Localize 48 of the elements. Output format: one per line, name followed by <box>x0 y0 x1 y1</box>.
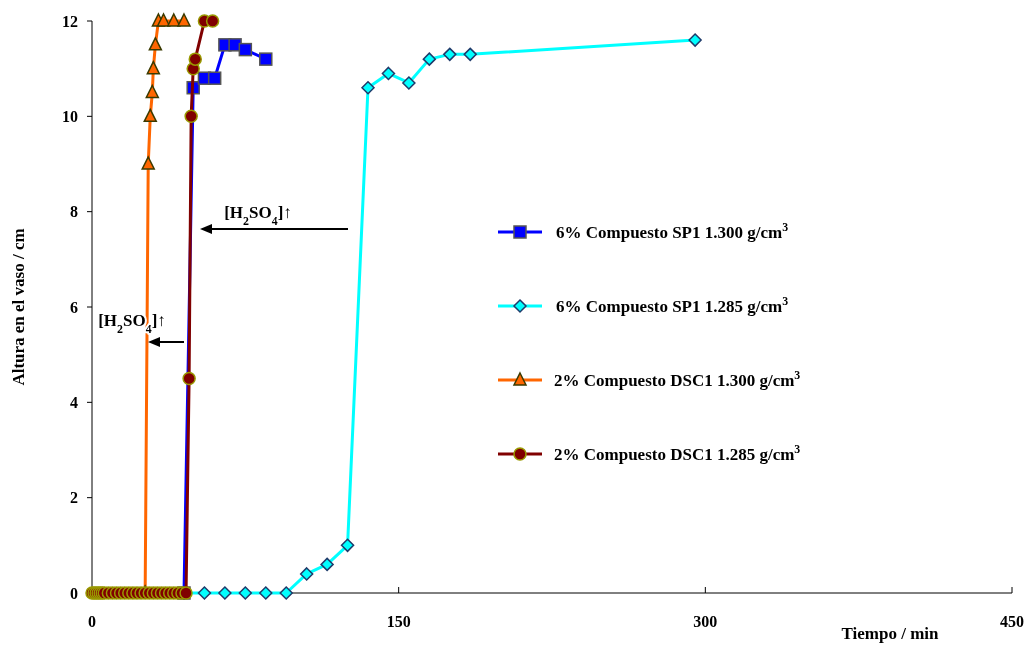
y-tick-label: 0 <box>70 584 78 602</box>
x-tick-label: 450 <box>1000 613 1024 630</box>
point <box>156 13 171 27</box>
point <box>422 52 437 66</box>
y-tick-label: 8 <box>70 203 78 221</box>
point <box>188 52 202 66</box>
point <box>143 108 158 123</box>
x-tick-label: 150 <box>386 613 411 630</box>
y-tick-label: 10 <box>62 107 78 125</box>
legend-label: 6% Compuesto SP1 1.285 g/cm$^{3}$ <box>556 294 789 316</box>
legend-label: 2% Compuesto DSC1 1.300 g/cm$^{3}$ <box>554 368 801 390</box>
point <box>402 76 416 90</box>
point <box>340 538 355 553</box>
point <box>207 71 222 85</box>
point <box>238 42 253 57</box>
point <box>320 557 334 572</box>
x-axis-title: Tiempo / min <box>841 624 940 643</box>
legend-label: 2% Compuesto DSC1 1.285 g/cm$^{3}$ <box>554 442 801 464</box>
point <box>259 52 273 66</box>
point <box>182 371 196 386</box>
y-tick-label: 4 <box>70 393 78 411</box>
point <box>381 66 396 81</box>
point <box>184 109 198 124</box>
point <box>177 13 191 27</box>
point <box>197 586 212 600</box>
point <box>259 586 273 600</box>
x-tick-label: 300 <box>693 613 718 630</box>
point <box>443 47 457 62</box>
y-tick-label: 6 <box>70 298 78 316</box>
y-axis-title: Altura en el vaso / cm <box>9 228 28 386</box>
point <box>218 586 232 600</box>
annotation: [H$_{2}$SO$_{4}$]↑ <box>224 203 292 228</box>
point <box>463 47 477 62</box>
y-tick-label: 12 <box>62 12 78 30</box>
point <box>361 80 375 95</box>
point <box>146 60 161 75</box>
point <box>238 586 253 600</box>
point <box>299 567 314 581</box>
legend-label: 6% Compuesto SP1 1.300 g/cm$^{3}$ <box>556 220 789 242</box>
point <box>279 586 293 600</box>
point <box>148 37 163 51</box>
y-tick-label: 2 <box>70 489 78 507</box>
point <box>141 156 155 170</box>
x-tick-label: 0 <box>88 613 96 630</box>
point <box>205 14 220 28</box>
point <box>688 33 702 47</box>
point <box>145 84 160 99</box>
point <box>167 13 181 27</box>
